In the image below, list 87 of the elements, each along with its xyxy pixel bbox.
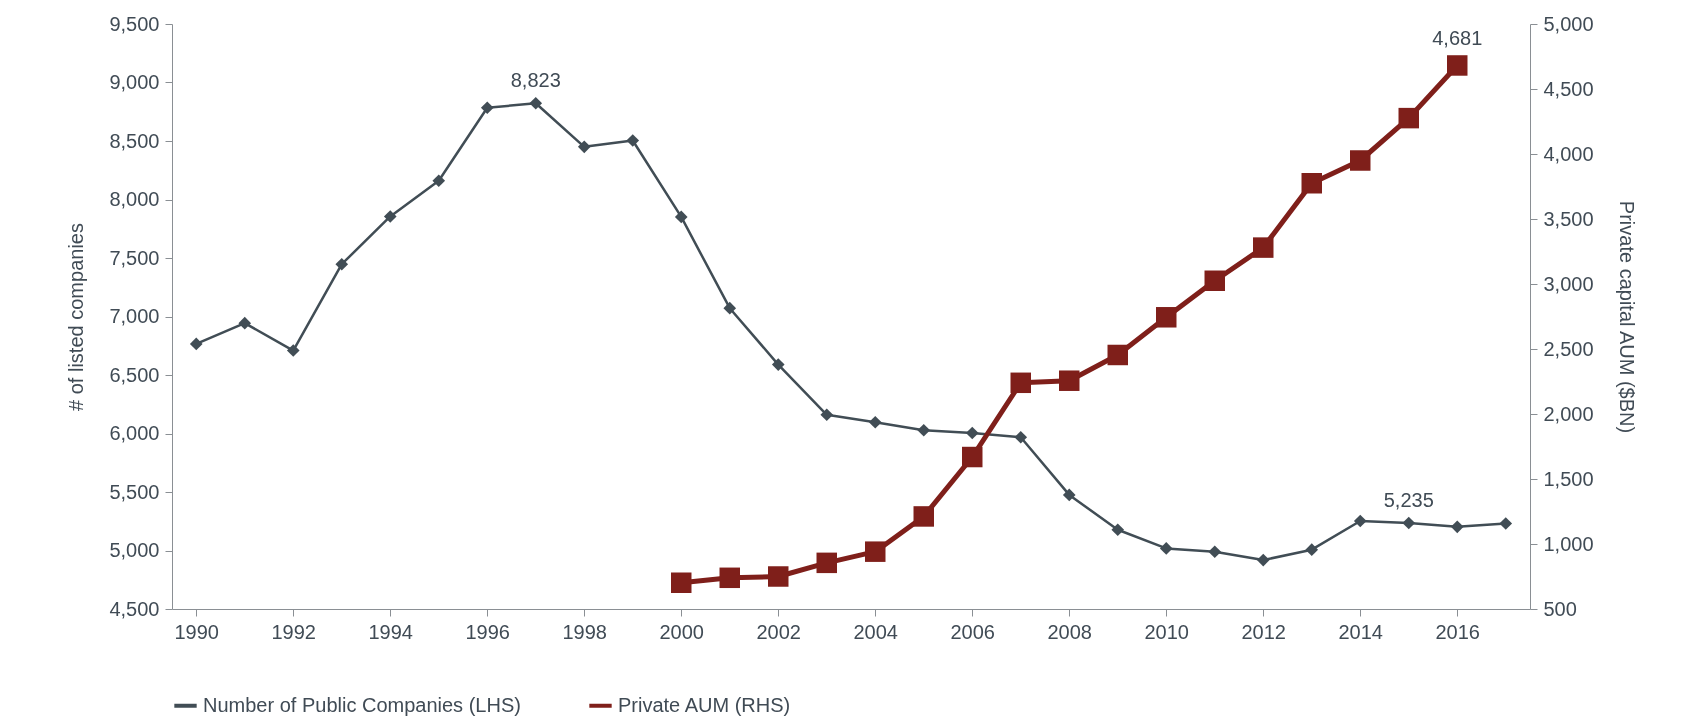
point	[1402, 516, 1416, 530]
point	[719, 567, 740, 589]
point	[1450, 520, 1464, 534]
y2-axis-title: Private capital AUM ($BN)	[1615, 200, 1638, 434]
y-tick-label: 7,000	[109, 305, 160, 327]
y-tick-label: 8,500	[109, 129, 160, 152]
point	[1305, 543, 1319, 557]
legend-label: Private AUM (RHS)	[618, 693, 791, 716]
y2-tick-label: 4,000	[1543, 142, 1594, 165]
point	[335, 257, 349, 271]
point	[286, 344, 300, 357]
point	[1156, 307, 1177, 328]
point	[1353, 514, 1367, 528]
x-tick-label: 1994	[368, 620, 413, 643]
data-label: 5,235	[1383, 489, 1434, 512]
point	[238, 316, 252, 330]
y-tick-label: 9,000	[109, 71, 160, 93]
point	[771, 358, 785, 371]
point	[671, 572, 692, 593]
point	[1398, 107, 1419, 129]
y-tick-label: 8,000	[109, 188, 160, 210]
point	[1499, 517, 1513, 530]
x-tick-label: 2012	[1241, 620, 1286, 643]
point	[1111, 523, 1125, 537]
y2-tick-label: 2,500	[1543, 337, 1594, 360]
x-tick-label: 1996	[465, 620, 510, 643]
point	[962, 446, 983, 468]
y-tick-label: 5,500	[109, 480, 160, 503]
data-label: 8,823	[510, 69, 561, 92]
x-tick-label: 1992	[271, 620, 316, 643]
point	[1256, 553, 1270, 567]
point	[577, 140, 591, 154]
y2-tick-label: 4,500	[1543, 77, 1594, 100]
y2-tick-label: 3,000	[1543, 272, 1594, 295]
point	[1159, 542, 1173, 555]
point	[1204, 270, 1225, 291]
x-tick-label: 1990	[174, 620, 219, 643]
data-label: 4,681	[1432, 27, 1483, 50]
y-tick-label: 5,000	[109, 539, 160, 561]
point	[1301, 173, 1322, 194]
x-tick-label: 2014	[1338, 620, 1383, 643]
point	[626, 134, 640, 147]
point	[865, 541, 886, 562]
y2-tick-label: 2,000	[1543, 402, 1594, 425]
point	[913, 506, 934, 527]
x-tick-label: 2002	[756, 620, 801, 643]
y-tick-label: 6,500	[109, 363, 160, 386]
y2-tick-label: 500	[1543, 597, 1577, 620]
point	[868, 415, 882, 429]
y-tick-label: 9,500	[109, 12, 160, 35]
point	[768, 566, 789, 587]
y-tick-label: 7,500	[109, 246, 160, 269]
y2-tick-label: 3,500	[1543, 207, 1594, 230]
point	[1350, 150, 1371, 171]
point	[1208, 545, 1222, 559]
point	[1107, 344, 1128, 366]
point	[917, 423, 931, 437]
x-tick-label: 2004	[853, 620, 898, 643]
point	[480, 101, 494, 115]
point	[1010, 372, 1031, 394]
point	[965, 426, 979, 440]
point	[529, 96, 543, 110]
point	[1014, 430, 1028, 444]
legend-label: Number of Public Companies (LHS)	[203, 693, 521, 716]
y-tick-label: 6,000	[109, 422, 160, 444]
point	[820, 408, 834, 422]
point	[432, 174, 446, 188]
x-tick-label: 2010	[1144, 620, 1189, 643]
point	[383, 210, 397, 223]
x-tick-label: 2006	[950, 620, 995, 643]
x-tick-label: 2000	[659, 620, 704, 643]
x-tick-label: 2016	[1435, 620, 1480, 643]
point	[1253, 237, 1274, 258]
y2-tick-label: 1,500	[1543, 467, 1594, 490]
y-axis-title: # of listed companies	[65, 223, 88, 411]
point	[816, 552, 837, 574]
point	[723, 301, 737, 315]
point	[1447, 55, 1468, 76]
point	[1059, 370, 1080, 391]
y2-tick-label: 1,000	[1543, 532, 1594, 555]
point	[1062, 488, 1076, 502]
point	[189, 337, 203, 351]
x-tick-label: 2008	[1047, 620, 1092, 643]
y2-tick-label: 5,000	[1543, 12, 1594, 35]
point	[674, 210, 688, 224]
x-tick-label: 1998	[562, 620, 607, 643]
y-tick-label: 4,500	[109, 597, 160, 620]
